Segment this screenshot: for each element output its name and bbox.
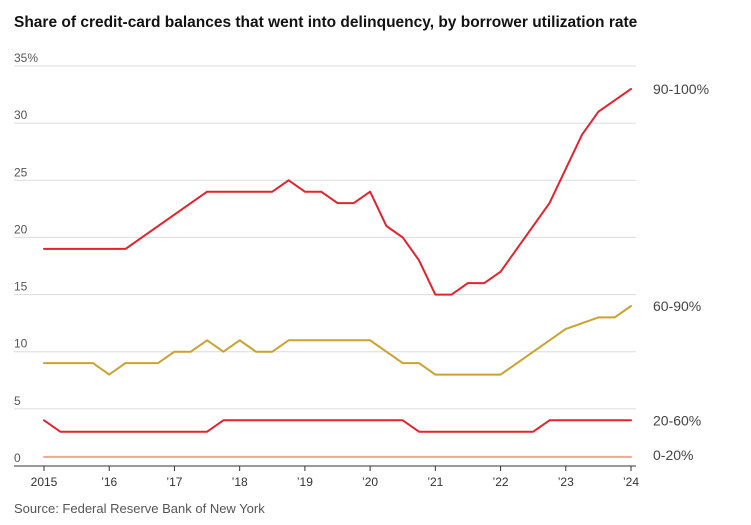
series-label: 90-100% (653, 81, 709, 97)
x-tick-label: ’24 (623, 475, 639, 489)
gridlines (14, 65, 636, 410)
chart-title: Share of credit-card balances that went … (14, 14, 638, 31)
source-note: Source: Federal Reserve Bank of New York (14, 501, 265, 516)
y-tick-label: 30 (14, 108, 28, 122)
y-tick-label: 15 (14, 280, 28, 294)
y-tick-label: 20 (14, 222, 28, 236)
x-tick-label: 2015 (31, 475, 58, 489)
x-tick-label: ’19 (297, 475, 313, 489)
x-tick-label: ’22 (493, 475, 509, 489)
x-axis-ticks: 2015 ’16 ’17 ’18 ’19 ’20 ’21 ’22 ’23 ’24 (31, 466, 639, 489)
series-line (43, 419, 632, 433)
x-tick-label: ’17 (166, 475, 182, 489)
y-tick-label: 25 (14, 165, 28, 179)
x-tick-label: ’16 (101, 475, 117, 489)
x-tick-label: ’21 (427, 475, 443, 489)
series-label: 60-90% (653, 298, 701, 314)
series-label: 20-60% (653, 412, 701, 428)
series-label: 0-20% (653, 447, 693, 463)
y-tick-label: 5 (14, 394, 21, 408)
y-tick-label: 10 (14, 337, 28, 351)
y-axis-ticks: 0 5 10 15 20 25 30 35% (14, 51, 38, 465)
x-tick-label: ’18 (232, 475, 248, 489)
x-tick-label: ’20 (362, 475, 378, 489)
series-lines (43, 87, 632, 458)
series-line (43, 87, 632, 296)
x-tick-label: ’23 (558, 475, 574, 489)
y-tick-label: 35% (14, 51, 38, 65)
series-line (43, 305, 632, 376)
y-tick-label: 0 (14, 451, 21, 465)
series-labels: 90-100% 60-90% 20-60% 0-20% (653, 81, 709, 463)
